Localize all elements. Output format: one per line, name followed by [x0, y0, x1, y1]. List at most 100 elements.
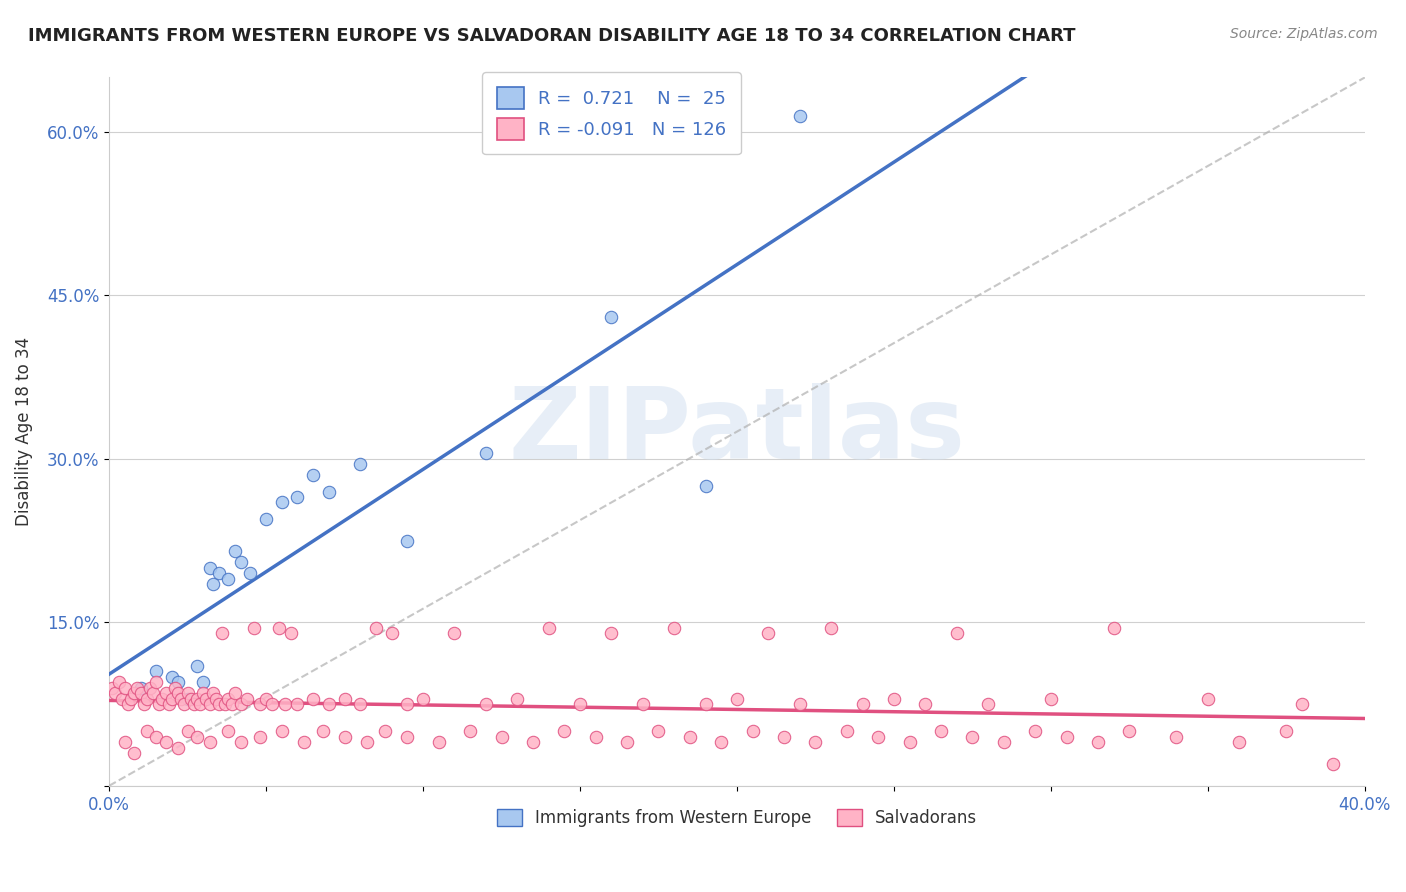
Text: Source: ZipAtlas.com: Source: ZipAtlas.com [1230, 27, 1378, 41]
Point [274, 697, 297, 711]
Point [217, 691, 239, 706]
Point [195, 691, 218, 706]
Point [280, 626, 302, 640]
Point [145, 675, 167, 690]
Text: ZIPatlas: ZIPatlas [509, 383, 966, 480]
Point [647, 724, 669, 739]
Point [132, 697, 155, 711]
Point [139, 681, 162, 695]
Point [173, 697, 195, 711]
Point [208, 566, 231, 581]
Point [356, 735, 378, 749]
Point [789, 697, 811, 711]
Point [374, 724, 396, 739]
Point [122, 686, 145, 700]
Point [163, 681, 186, 695]
Point [364, 621, 387, 635]
Point [211, 626, 233, 640]
Point [267, 621, 290, 635]
Point [117, 697, 139, 711]
Point [229, 555, 252, 569]
Point [710, 735, 733, 749]
Point [1291, 697, 1313, 711]
Point [145, 665, 167, 679]
Point [458, 724, 481, 739]
Point [475, 446, 498, 460]
Point [396, 730, 419, 744]
Point [111, 691, 134, 706]
Point [152, 691, 174, 706]
Point [695, 697, 717, 711]
Point [287, 490, 309, 504]
Point [155, 686, 177, 700]
Point [349, 697, 371, 711]
Point [804, 735, 827, 749]
Point [695, 479, 717, 493]
Point [287, 697, 309, 711]
Point [396, 697, 419, 711]
Point [254, 691, 277, 706]
Point [616, 735, 638, 749]
Point [1227, 735, 1250, 749]
Point [129, 686, 152, 700]
Point [977, 697, 1000, 711]
Point [1056, 730, 1078, 744]
Point [600, 310, 623, 325]
Point [883, 691, 905, 706]
Point [270, 495, 292, 509]
Point [114, 681, 136, 695]
Point [120, 691, 142, 706]
Point [155, 735, 177, 749]
Point [188, 697, 211, 711]
Point [851, 697, 873, 711]
Point [229, 697, 252, 711]
Point [868, 730, 890, 744]
Point [679, 730, 702, 744]
Point [585, 730, 607, 744]
Point [176, 724, 198, 739]
Point [205, 691, 228, 706]
Point [229, 735, 252, 749]
Point [962, 730, 984, 744]
Point [176, 691, 198, 706]
Point [114, 735, 136, 749]
Point [170, 691, 193, 706]
Point [221, 697, 243, 711]
Point [236, 691, 259, 706]
Point [1039, 691, 1062, 706]
Point [183, 697, 205, 711]
Point [302, 691, 325, 706]
Point [201, 577, 224, 591]
Point [1166, 730, 1188, 744]
Point [107, 675, 129, 690]
Point [945, 626, 967, 640]
Point [1102, 621, 1125, 635]
Point [208, 697, 231, 711]
Point [186, 730, 208, 744]
Point [122, 746, 145, 760]
Point [569, 697, 592, 711]
Point [898, 735, 921, 749]
Point [217, 572, 239, 586]
Point [491, 730, 513, 744]
Point [224, 544, 246, 558]
Point [198, 735, 221, 749]
Point [302, 468, 325, 483]
Point [167, 740, 190, 755]
Point [249, 697, 271, 711]
Point [224, 686, 246, 700]
Point [443, 626, 465, 640]
Point [396, 533, 419, 548]
Point [1197, 691, 1219, 706]
Point [142, 686, 165, 700]
Point [756, 626, 779, 640]
Point [318, 697, 340, 711]
Point [1322, 756, 1344, 771]
Point [254, 512, 277, 526]
Point [349, 458, 371, 472]
Point [148, 697, 170, 711]
Point [1024, 724, 1046, 739]
Point [929, 724, 952, 739]
Point [537, 621, 560, 635]
Point [129, 681, 152, 695]
